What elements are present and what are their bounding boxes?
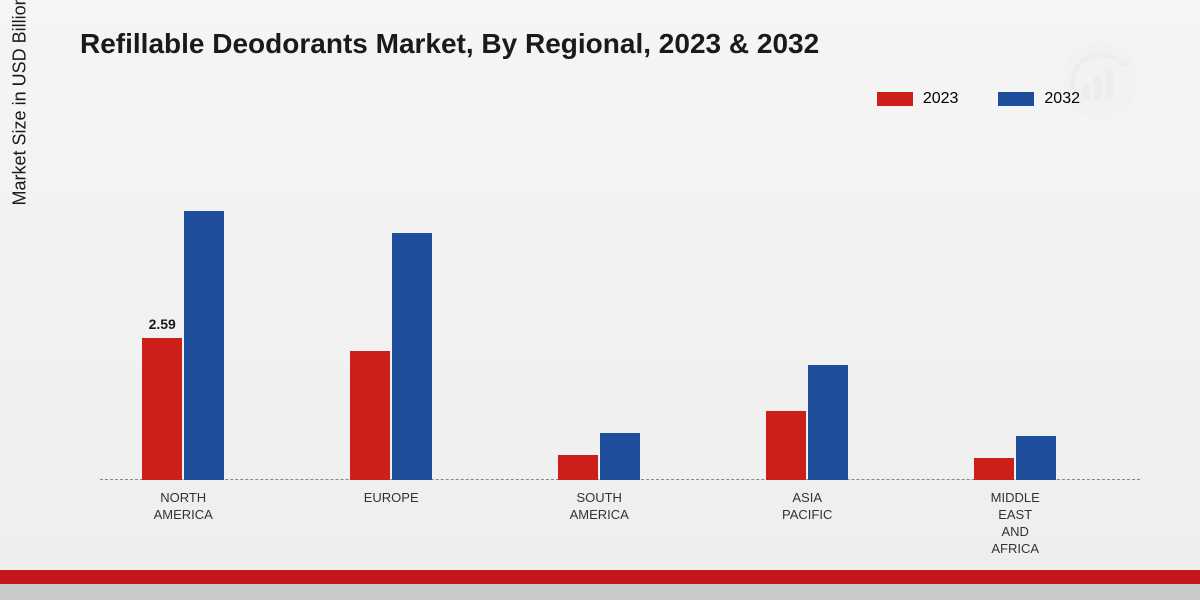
bar (1016, 436, 1056, 480)
bar (184, 211, 224, 481)
x-axis-label: MIDDLEEASTANDAFRICA (955, 490, 1075, 558)
watermark-icon (1060, 40, 1140, 120)
x-axis-label: ASIAPACIFIC (747, 490, 867, 524)
bar (974, 458, 1014, 480)
x-axis-label: EUROPE (331, 490, 451, 507)
bar-group: MIDDLEEASTANDAFRICA (970, 436, 1060, 480)
legend-label-2023: 2023 (923, 90, 959, 108)
legend-item-2032: 2032 (998, 90, 1080, 108)
legend: 2023 2032 (877, 90, 1080, 108)
bottom-gray-bar (0, 584, 1200, 600)
legend-swatch-2023 (877, 92, 913, 106)
legend-swatch-2032 (998, 92, 1034, 106)
chart-title: Refillable Deodorants Market, By Regiona… (80, 28, 819, 60)
bar (558, 455, 598, 480)
bar-group: ASIAPACIFIC (762, 365, 852, 481)
x-axis-label: SOUTHAMERICA (539, 490, 659, 524)
bar: 2.59 (142, 338, 182, 480)
bar (766, 411, 806, 480)
bar (600, 433, 640, 480)
bar-group: 2.59NORTHAMERICA (138, 211, 228, 481)
legend-label-2032: 2032 (1044, 90, 1080, 108)
bar (808, 365, 848, 481)
chart-area: 2.59NORTHAMERICA EUROPE SOUTHAMERICA ASIAPA… (100, 150, 1140, 480)
y-axis-label: Market Size in USD Billion (10, 0, 31, 205)
legend-item-2023: 2023 (877, 90, 959, 108)
bar-group: EUROPE (346, 233, 436, 481)
bar-group: SOUTHAMERICA (554, 433, 644, 480)
bar (392, 233, 432, 481)
bar (350, 351, 390, 480)
bottom-accent-bar (0, 570, 1200, 584)
x-axis-label: NORTHAMERICA (123, 490, 243, 524)
bar-value-label: 2.59 (149, 316, 176, 332)
